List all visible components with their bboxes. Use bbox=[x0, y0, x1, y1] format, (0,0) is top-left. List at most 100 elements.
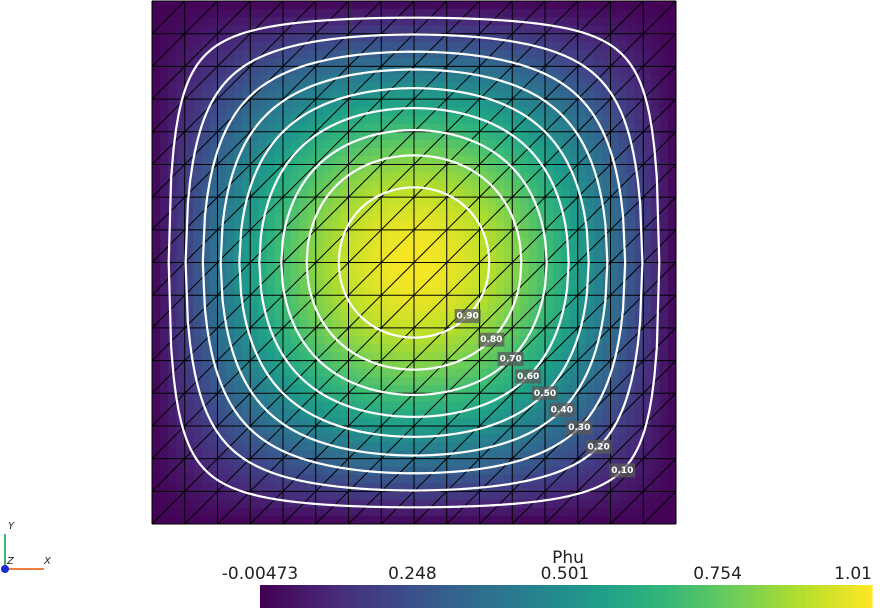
field-cell bbox=[487, 107, 497, 117]
field-cell bbox=[176, 180, 186, 190]
field-cell bbox=[356, 270, 366, 280]
field-cell bbox=[553, 197, 562, 206]
field-cell bbox=[651, 466, 661, 476]
field-cell bbox=[430, 417, 440, 427]
field-cell bbox=[201, 483, 210, 492]
field-cell bbox=[414, 246, 423, 255]
field-cell bbox=[405, 385, 415, 394]
field-cell bbox=[348, 311, 358, 321]
field-cell bbox=[209, 115, 219, 125]
field-cell bbox=[225, 107, 235, 117]
field-cell bbox=[152, 336, 161, 345]
field-cell bbox=[381, 139, 391, 149]
field-cell bbox=[651, 74, 661, 84]
field-cell bbox=[348, 164, 358, 174]
field-cell bbox=[635, 115, 644, 125]
field-cell bbox=[512, 66, 522, 76]
field-cell bbox=[315, 197, 325, 206]
field-cell bbox=[430, 376, 440, 386]
contour-label-box bbox=[532, 386, 558, 401]
field-cell bbox=[283, 107, 292, 117]
field-cell bbox=[446, 425, 456, 435]
field-cell bbox=[332, 246, 341, 255]
field-cell bbox=[209, 213, 219, 223]
field-cell bbox=[626, 360, 636, 370]
field-cell bbox=[348, 229, 358, 239]
field-cell bbox=[274, 246, 284, 255]
field-cell bbox=[291, 262, 300, 272]
field-cell bbox=[307, 188, 317, 198]
field-cell bbox=[659, 458, 669, 468]
field-cell bbox=[602, 139, 612, 149]
field-cell bbox=[602, 466, 612, 476]
field-cell bbox=[602, 221, 612, 231]
field-cell bbox=[192, 172, 202, 182]
field-cell bbox=[291, 188, 300, 198]
field-cell bbox=[528, 515, 538, 524]
field-cell bbox=[315, 491, 325, 501]
field-cell bbox=[463, 131, 472, 141]
field-cell bbox=[323, 336, 333, 345]
field-cell bbox=[381, 393, 391, 403]
field-cell bbox=[299, 254, 309, 264]
field-cell bbox=[594, 164, 603, 174]
field-cell bbox=[643, 66, 653, 76]
field-cell bbox=[299, 82, 309, 92]
field-cell bbox=[512, 466, 522, 476]
field-cell bbox=[528, 123, 538, 133]
field-cell bbox=[454, 99, 464, 108]
field-cell bbox=[176, 442, 186, 452]
field-cell bbox=[585, 58, 595, 67]
field-cell bbox=[495, 58, 505, 67]
field-cell bbox=[594, 425, 603, 435]
colorbar-segment bbox=[479, 585, 485, 608]
field-cell bbox=[168, 442, 178, 452]
field-cell bbox=[610, 360, 620, 370]
field-cell bbox=[152, 115, 161, 125]
colorbar-segment bbox=[438, 585, 445, 608]
field-cell bbox=[495, 90, 505, 100]
colorbar-segment bbox=[428, 585, 434, 608]
field-cell bbox=[152, 311, 161, 321]
field-cell bbox=[659, 148, 669, 157]
field-cell bbox=[184, 425, 194, 435]
field-cell bbox=[504, 376, 513, 386]
field-cell bbox=[217, 474, 227, 484]
field-cell bbox=[389, 188, 399, 198]
field-cell bbox=[626, 156, 636, 166]
field-cell bbox=[504, 442, 513, 452]
field-cell bbox=[618, 483, 628, 492]
field-cell bbox=[356, 434, 366, 443]
field-cell bbox=[446, 131, 456, 141]
field-cell bbox=[487, 515, 497, 524]
field-cell bbox=[577, 278, 587, 288]
field-cell bbox=[495, 188, 505, 198]
field-cell bbox=[414, 148, 423, 157]
field-cell bbox=[201, 188, 210, 198]
field-cell bbox=[356, 229, 366, 239]
field-cell bbox=[283, 458, 292, 468]
field-cell bbox=[184, 491, 194, 501]
field-cell bbox=[340, 139, 350, 149]
field-cell bbox=[201, 254, 210, 264]
field-cell bbox=[618, 499, 628, 509]
colorbar-segment bbox=[759, 585, 766, 608]
field-cell bbox=[176, 515, 186, 524]
field-cell bbox=[487, 188, 497, 198]
field-cell bbox=[446, 507, 456, 517]
field-cell bbox=[184, 474, 194, 484]
field-cell bbox=[463, 148, 472, 157]
field-cell bbox=[577, 9, 587, 18]
field-cell bbox=[356, 515, 366, 524]
field-cell bbox=[242, 246, 251, 255]
field-cell bbox=[626, 417, 636, 427]
field-cell bbox=[635, 450, 644, 460]
field-cell bbox=[463, 58, 472, 67]
field-cell bbox=[635, 213, 644, 223]
field-cell bbox=[430, 1, 440, 10]
contour-line bbox=[201, 50, 627, 475]
field-cell bbox=[332, 148, 341, 157]
field-cell bbox=[659, 425, 669, 435]
field-cell bbox=[192, 9, 202, 18]
field-cell bbox=[176, 156, 186, 166]
